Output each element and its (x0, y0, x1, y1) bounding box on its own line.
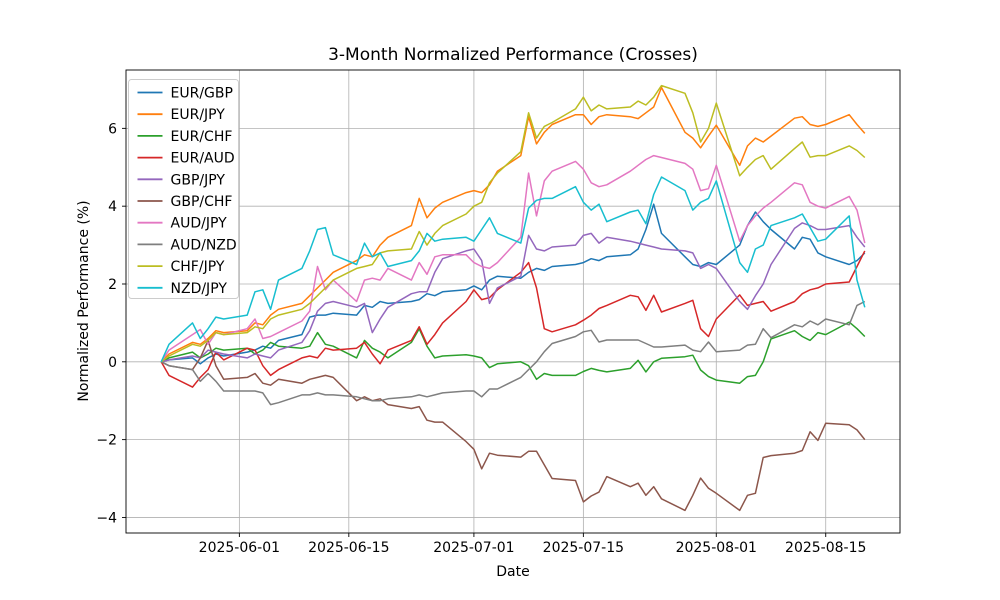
y-tick-label: 0 (108, 355, 117, 371)
plot-border (125, 69, 901, 534)
series-line-CHF-JPY (160, 84, 866, 363)
legend-label-NZD-JPY: NZD/JPY (171, 281, 228, 297)
x-tick-label: 2025-06-01 (199, 540, 280, 556)
legend-label-EUR-GBP: EUR/GBP (171, 86, 233, 102)
x-tick-label: 2025-08-15 (785, 540, 866, 556)
legend-label-EUR-CHF: EUR/CHF (171, 129, 233, 145)
x-tick-label: 2025-07-01 (433, 540, 514, 556)
legend-label-CHF-JPY: CHF/JPY (171, 259, 225, 275)
y-tick-label: 6 (108, 121, 117, 137)
series-line-GBP-CHF (160, 339, 866, 512)
series-line-GBP-JPY (161, 222, 866, 363)
series-line-NZD-JPY (160, 176, 866, 363)
series-line-EUR-CHF (160, 321, 866, 384)
y-tick-label: 4 (108, 199, 117, 215)
legend-label-GBP-JPY: GBP/JPY (171, 172, 226, 188)
legend-label-AUD-JPY: AUD/JPY (171, 216, 228, 232)
x-tick-label: 2025-07-15 (543, 540, 624, 556)
legend-label-EUR-AUD: EUR/AUD (171, 151, 235, 167)
x-tick-label: 2025-08-01 (676, 540, 757, 556)
y-tick-label: −2 (96, 433, 117, 449)
y-tick-label: −4 (96, 510, 117, 526)
y-axis-label: Normalized Performance (%) (76, 200, 92, 402)
series-line-EUR-GBP (161, 203, 866, 365)
legend-label-GBP-CHF: GBP/CHF (171, 194, 233, 210)
series-line-EUR-JPY (160, 86, 866, 363)
y-tick-label: 2 (108, 277, 117, 293)
legend-label-EUR-JPY: EUR/JPY (171, 107, 226, 123)
series-line-AUD-JPY (160, 154, 866, 363)
x-axis-label: Date (496, 564, 530, 580)
series-line-AUD-NZD (160, 300, 866, 406)
chart-title: 3-Month Normalized Performance (Crosses) (328, 45, 698, 65)
legend-label-AUD-NZD: AUD/NZD (171, 237, 237, 253)
x-tick-label: 2025-06-15 (308, 540, 389, 556)
